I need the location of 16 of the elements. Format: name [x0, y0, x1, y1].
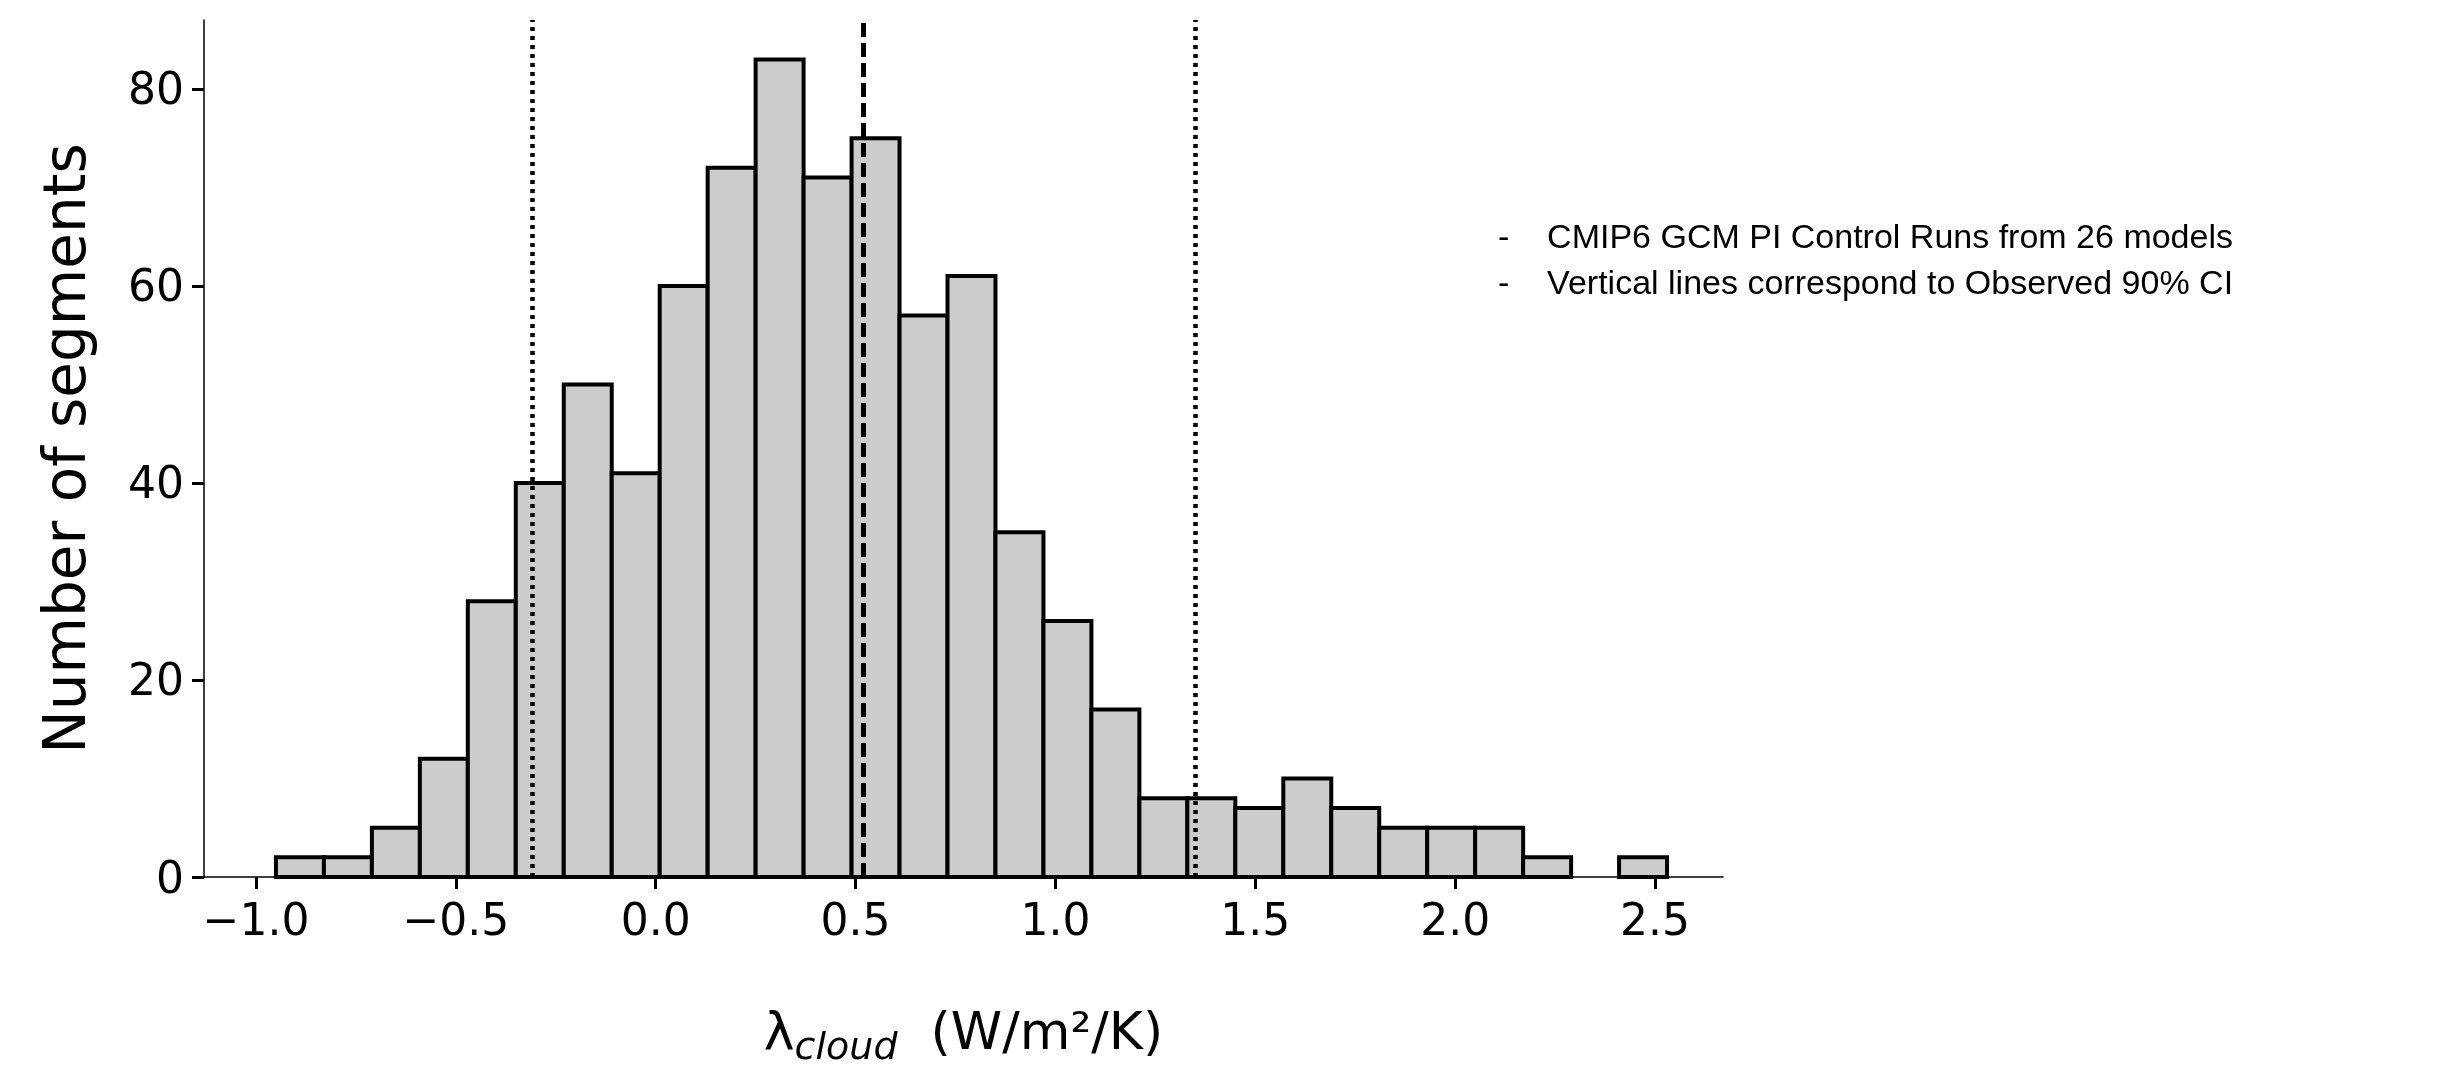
x-tick-label: −1.0 [202, 893, 310, 945]
x-tick-label: 1.5 [1220, 893, 1291, 945]
x-tick-label: 2.0 [1420, 893, 1491, 945]
x-tick-label: 2.5 [1620, 893, 1691, 945]
y-axis-title: Number of segments [31, 143, 99, 754]
x-tick-label: 1.0 [1020, 893, 1091, 945]
y-tick-label: 20 [128, 654, 184, 706]
y-tick-label: 40 [128, 457, 184, 509]
annotation: - Vertical lines correspond to Observed 90% CI [1498, 262, 2234, 303]
x-tick-label: 0.5 [820, 893, 891, 945]
y-tick-label: 0 [156, 851, 184, 903]
y-tick-label: 80 [128, 63, 184, 115]
y-tick-label: 60 [128, 260, 184, 312]
annotation: - CMIP6 GCM PI Control Runs from 26 models [1498, 216, 2234, 257]
x-tick-label: 0.0 [620, 893, 691, 945]
x-tick-label: −0.5 [402, 893, 510, 945]
